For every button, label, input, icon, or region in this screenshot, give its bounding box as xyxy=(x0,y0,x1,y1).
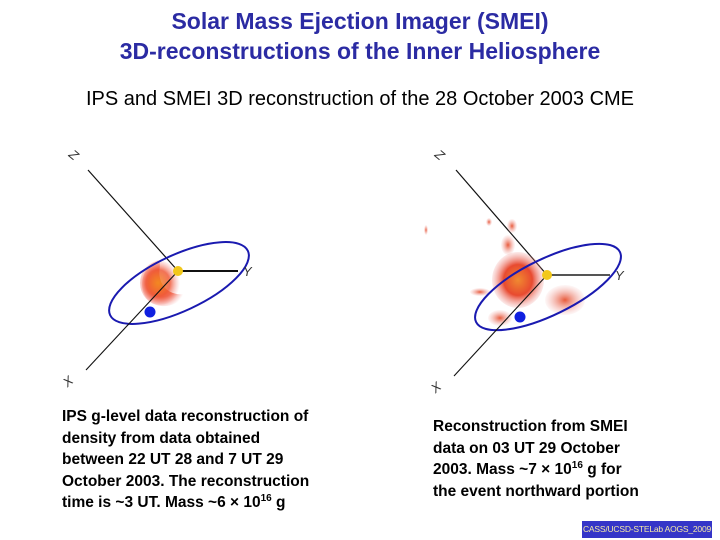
smei-caption-line-2: data on 03 UT 29 October xyxy=(433,439,620,457)
earth-marker xyxy=(144,306,156,318)
slide-subtitle: IPS and SMEI 3D reconstruction of the 28… xyxy=(85,88,635,110)
title-line-1: Solar Mass Ejection Imager (SMEI) xyxy=(171,8,549,34)
smei-mass-unit: g for xyxy=(582,461,622,478)
slide-title: Solar Mass Ejection Imager (SMEI) 3D-rec… xyxy=(0,6,720,66)
smei-caption: Reconstruction from SMEI data on 03 UT 2… xyxy=(433,416,693,502)
y-axis-label: Y xyxy=(615,268,625,283)
smei-mass-text: 2003. Mass ~7 × 10 xyxy=(433,461,572,478)
ips-mass-text: time is ~3 UT. Mass ~6 × 10 xyxy=(62,494,261,511)
ips-reconstruction-figure: Z X Y xyxy=(50,130,330,400)
smei-caption-line-1: Reconstruction from SMEI xyxy=(433,418,628,435)
earth-marker xyxy=(514,311,526,323)
smei-3d-plot: Z X Y xyxy=(424,146,625,397)
smei-caption-line-3: 2003. Mass ~7 × 1016 g for xyxy=(433,459,693,481)
ips-caption-line-4: October 2003. The reconstruction xyxy=(62,472,310,490)
x-axis-label: X xyxy=(427,378,445,397)
ips-caption-line-3: between 22 UT 28 and 7 UT 29 xyxy=(62,451,284,468)
x-axis-line xyxy=(85,270,179,371)
ips-mass-unit: g xyxy=(271,494,286,511)
smei-reconstruction-figure: Z X Y xyxy=(400,130,680,400)
smei-mass-exponent: 16 xyxy=(571,460,583,471)
cme-density-cloud xyxy=(140,260,186,307)
earth-orbit-ellipse xyxy=(474,242,622,332)
sun-marker xyxy=(542,270,552,280)
cme-density-cloud xyxy=(424,218,585,326)
ips-caption-line-5: time is ~3 UT. Mass ~6 × 1016 g xyxy=(62,492,362,514)
z-axis-label: Z xyxy=(431,146,448,164)
ips-caption-line-1: IPS g-level data reconstruction of xyxy=(62,408,309,425)
y-axis-label: Y xyxy=(243,264,253,279)
x-axis-line xyxy=(453,274,548,377)
sun-marker xyxy=(173,266,183,276)
z-axis-label: Z xyxy=(65,146,82,164)
ips-caption-line-2: density from data obtained xyxy=(62,429,261,447)
earth-orbit-ellipse xyxy=(108,241,250,325)
z-axis-line xyxy=(87,169,179,272)
title-line-2: 3D-reconstructions of the Inner Heliosph… xyxy=(119,38,601,64)
ips-3d-plot: Z X Y xyxy=(59,146,253,391)
smei-caption-line-4: the event northward portion xyxy=(433,482,639,500)
ips-caption: IPS g-level data reconstruction of densi… xyxy=(62,406,362,514)
ips-mass-exponent: 16 xyxy=(260,493,272,504)
footer-credit-badge: CASS/UCSD-STELab AOGS_2009 xyxy=(582,521,712,538)
x-axis-label: X xyxy=(59,372,77,391)
